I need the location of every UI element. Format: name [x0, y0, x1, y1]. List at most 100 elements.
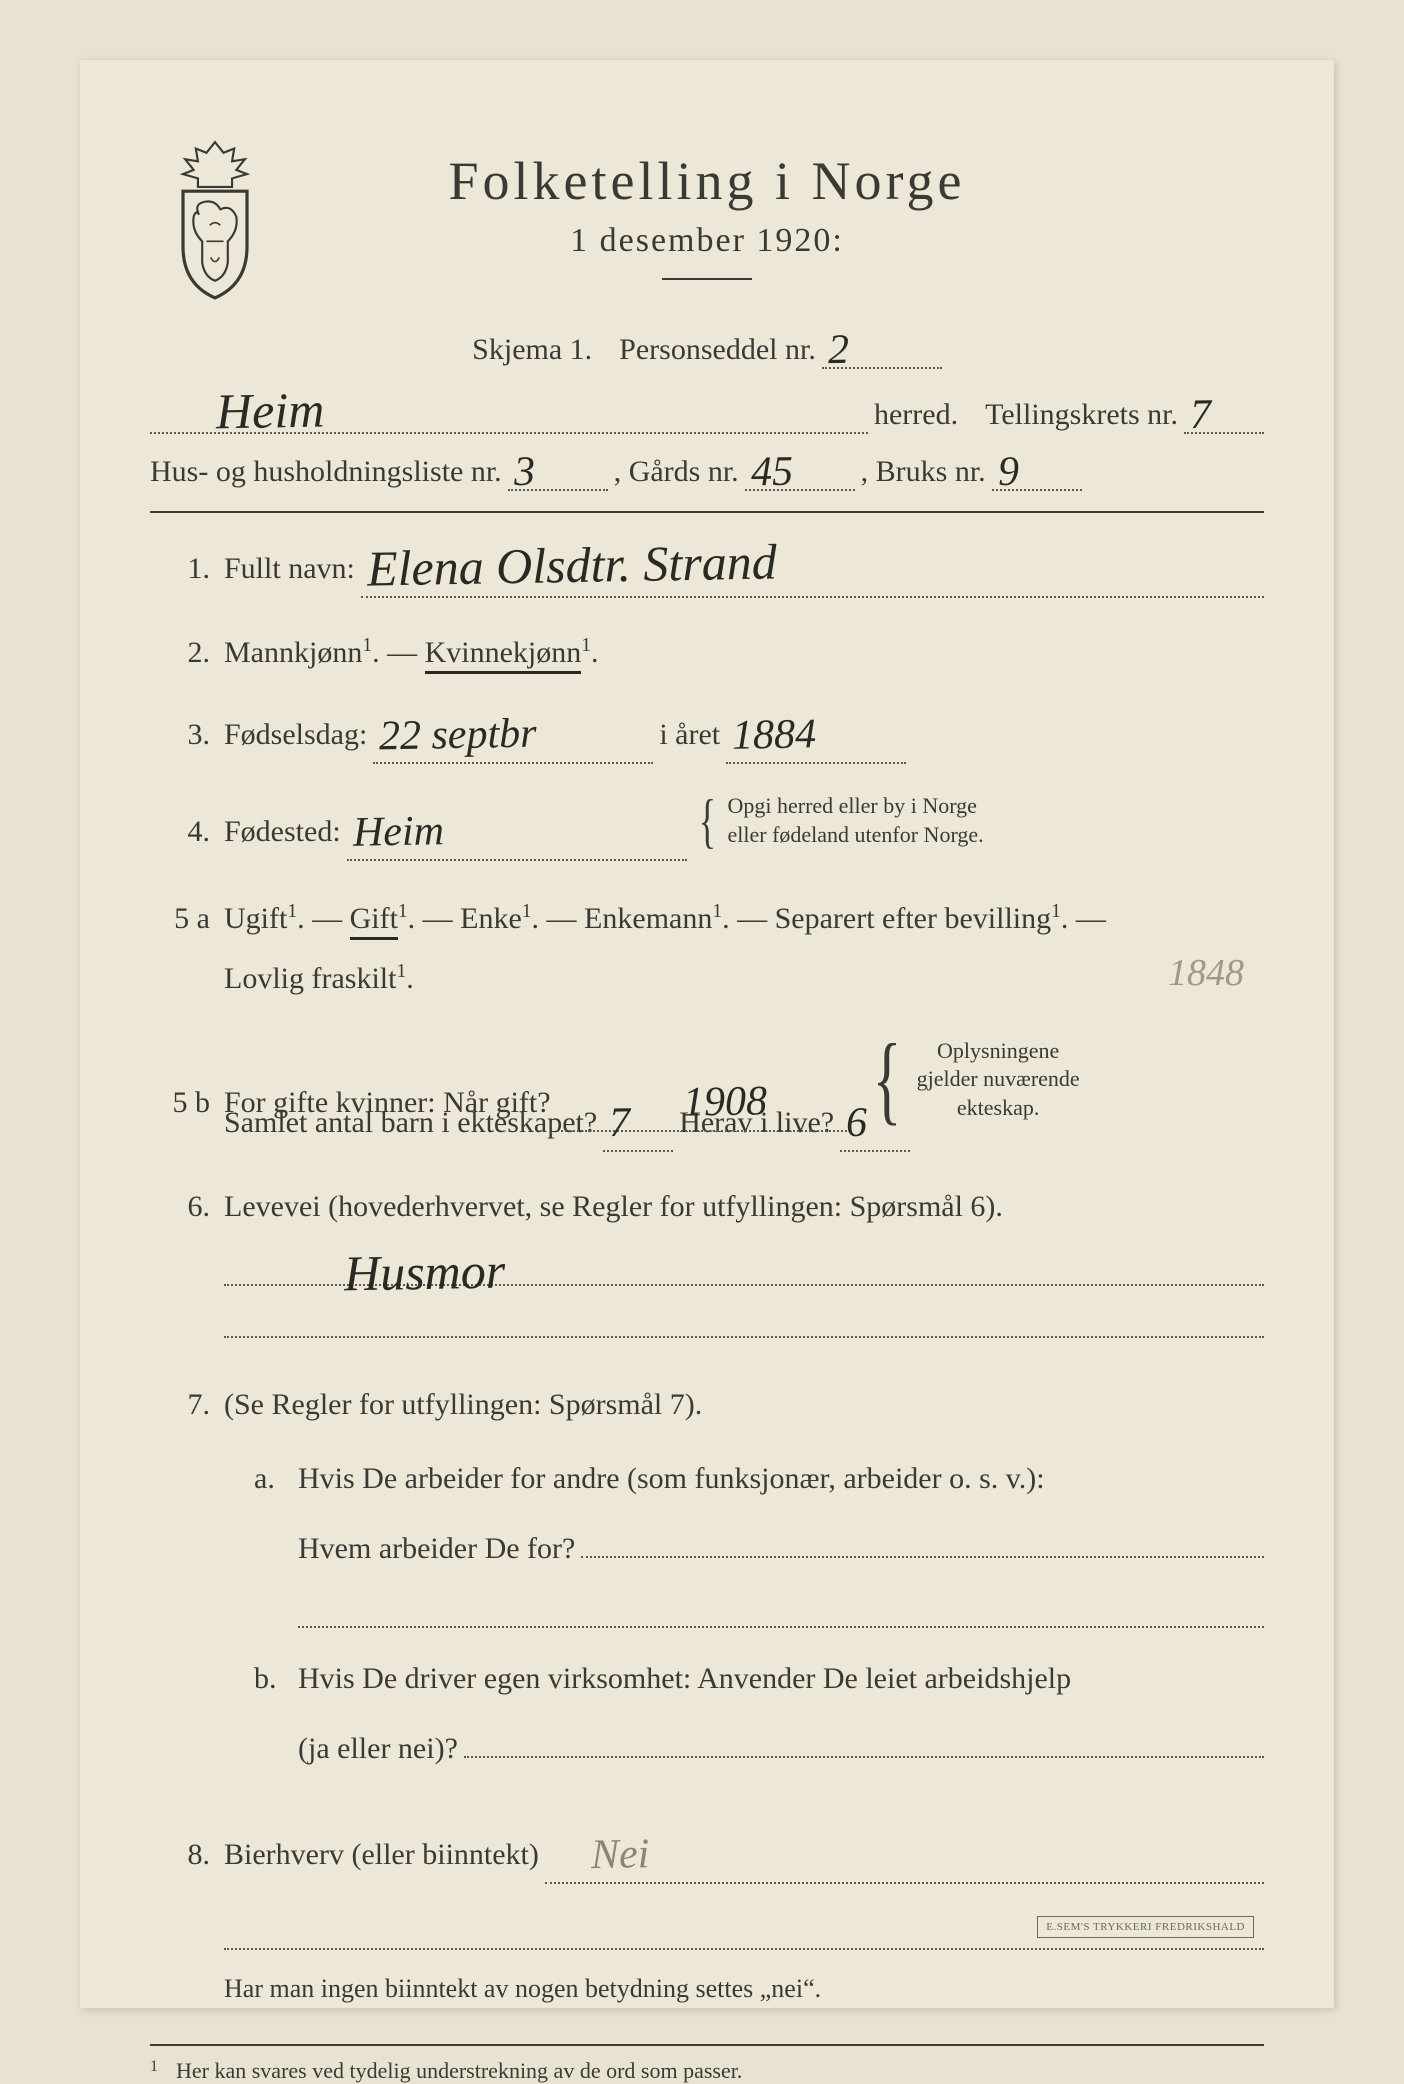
q1-num: 1.: [150, 542, 210, 596]
gards-field: 45: [745, 452, 855, 491]
q3-day-field: 22 septbr: [373, 708, 653, 764]
personseddel-label: Personseddel nr.: [619, 333, 816, 367]
q4-value: Heim: [352, 815, 444, 850]
husliste-label: Hus- og husholdningsliste nr.: [150, 455, 502, 489]
skjema-label: Skjema 1.: [472, 333, 592, 367]
q8-value: Nei: [551, 1839, 650, 1874]
section-rule: [150, 511, 1264, 513]
herred-value: Heim: [156, 390, 325, 433]
footnote-text: Her kan svares ved tydelig understreknin…: [176, 2058, 742, 2084]
tellingskrets-label: Tellingskrets nr.: [985, 398, 1178, 432]
q4-num: 4.: [150, 805, 210, 859]
question-7: 7. (Se Regler for utfyllingen: Spørsmål …: [150, 1378, 1264, 1800]
q5a-fraskilt: Lovlig fraskilt: [224, 962, 396, 995]
q5b-alive-field: 6: [840, 1096, 910, 1152]
personseddel-nr-field: 2: [822, 330, 942, 369]
q2-kvinnekjonn-selected: Kvinnekjønn: [425, 636, 582, 674]
q7a-answer-line: [298, 1590, 1264, 1628]
q2-mannkjonn: Mannkjønn: [224, 636, 362, 669]
q2-num: 2.: [150, 626, 210, 680]
q7b-line2: (ja eller nei)?: [298, 1722, 458, 1776]
q7b-line1: Hvis De driver egen virksomhet: Anvender…: [298, 1652, 1264, 1706]
census-form-page: Folketelling i Norge 1 desember 1920: Sk…: [80, 60, 1334, 2008]
q5a-enke: Enke: [460, 902, 522, 935]
q5a-enkemann: Enkemann: [584, 902, 712, 935]
personseddel-nr-value: 2: [828, 334, 850, 368]
printer-stamp: E.SEM'S TRYKKERI FREDRIKSHALD: [1037, 1916, 1254, 1938]
q5a-gift-selected: Gift: [350, 902, 398, 940]
tellingskrets-value: 7: [1190, 399, 1212, 433]
question-4: 4. Fødested: Heim { Opgi herred eller by…: [150, 792, 1264, 861]
q5b-children-field: 7: [603, 1096, 673, 1152]
q7a-letter: a.: [254, 1452, 284, 1628]
q7b-letter: b.: [254, 1652, 284, 1776]
q5b-children-value: 7: [609, 1107, 631, 1141]
coat-of-arms-icon: [160, 140, 270, 300]
q7-label: (Se Regler for utfyllingen: Spørsmål 7).: [224, 1378, 1264, 1432]
q7a-line2: Hvem arbeider De for?: [298, 1522, 575, 1576]
q7b-field: [464, 1756, 1264, 1758]
q7-num: 7.: [150, 1378, 210, 1432]
q6-label: Levevei (hovederhvervet, se Regler for u…: [224, 1190, 1003, 1223]
q1-label: Fullt navn:: [224, 542, 355, 596]
q8-label: Bierhverv (eller biinntekt): [224, 1828, 539, 1882]
q3-mid: i året: [659, 708, 720, 762]
q3-year-field: 1884: [726, 708, 906, 764]
q5b-alive-value: 6: [846, 1107, 868, 1141]
q6-answer-line-2: [224, 1300, 1264, 1338]
q7a: a. Hvis De arbeider for andre (som funks…: [254, 1452, 1264, 1628]
q5a-num: 5 a: [150, 892, 210, 946]
bruks-label: , Bruks nr.: [861, 455, 986, 489]
question-6: 6. Levevei (hovederhvervet, se Regler fo…: [150, 1180, 1264, 1338]
q3-day-value: 22 septbr: [379, 718, 537, 754]
footer-note: Har man ingen biinntekt av nogen betydni…: [224, 1974, 1264, 2004]
header-rule: [662, 278, 752, 280]
q1-value: Elena Olsdtr. Strand: [367, 541, 777, 588]
q3-num: 3.: [150, 708, 210, 762]
question-3: 3. Fødselsdag: 22 septbr i året 1884: [150, 708, 1264, 764]
husliste-value: 3: [513, 456, 535, 490]
bruks-value: 9: [997, 456, 1019, 490]
footnote: 1 Her kan svares ved tydelig understrekn…: [150, 2058, 1264, 2084]
meta-line-1: Skjema 1. Personseddel nr. 2: [150, 330, 1264, 369]
question-5b: 5 b For gifte kvinner: Når gift? 1908 { …: [150, 1037, 1264, 1153]
footnote-marker: 1: [150, 2058, 158, 2084]
q7a-line1: Hvis De arbeider for andre (som funksjon…: [298, 1452, 1264, 1506]
q7a-field: [581, 1556, 1264, 1558]
q5a-separert: Separert efter bevilling: [775, 902, 1052, 935]
question-1: 1. Fullt navn: Elena Olsdtr. Strand: [150, 541, 1264, 598]
q4-label: Fødested:: [224, 805, 341, 859]
herred-field: Heim: [150, 387, 868, 434]
form-subtitle: 1 desember 1920:: [150, 222, 1264, 260]
husliste-field: 3: [508, 452, 608, 491]
q5b-l2-label: Samlet antal barn i ekteskapet?: [224, 1096, 597, 1150]
question-2: 2. Mannkjønn1. — Kvinnekjønn1.: [150, 626, 1264, 680]
meta-line-2: Heim herred. Tellingskrets nr. 7: [150, 387, 1264, 434]
q1-field: Elena Olsdtr. Strand: [361, 541, 1264, 598]
q3-year-value: 1884: [732, 718, 817, 753]
tellingskrets-field: 7: [1184, 395, 1264, 434]
q4-side-note: { Opgi herred eller by i Norge eller fød…: [693, 792, 984, 849]
footnote-rule: [150, 2044, 1264, 2046]
bruks-field: 9: [992, 452, 1082, 491]
q3-label: Fødselsdag:: [224, 708, 367, 762]
q5b-num: 5 b: [150, 1076, 210, 1130]
question-8: 8. Bierhverv (eller biinntekt) Nei: [150, 1828, 1264, 1884]
form-title: Folketelling i Norge: [150, 150, 1264, 212]
question-5a: 5 a Ugift1. — Gift1. — Enke1. — Enkemann…: [150, 889, 1264, 1009]
q6-value: Husmor: [344, 1251, 506, 1290]
herred-label: herred.: [874, 398, 958, 432]
gards-label: , Gårds nr.: [614, 455, 739, 489]
gards-value: 45: [750, 456, 793, 490]
q4-field: Heim: [347, 805, 687, 861]
meta-line-3: Hus- og husholdningsliste nr. 3 , Gårds …: [150, 452, 1264, 491]
q7b: b. Hvis De driver egen virksomhet: Anven…: [254, 1652, 1264, 1776]
q8-field: Nei: [545, 1828, 1264, 1884]
q5a-ugift: Ugift: [224, 902, 287, 935]
q6-answer-line-1: Husmor: [224, 1248, 1264, 1286]
margin-annotation-1848: 1848: [1168, 939, 1244, 1007]
q5b-year-field: 1908: [557, 1076, 847, 1132]
form-header: Folketelling i Norge 1 desember 1920:: [150, 150, 1264, 280]
q6-num: 6.: [150, 1180, 210, 1234]
q8-num: 8.: [150, 1828, 210, 1882]
